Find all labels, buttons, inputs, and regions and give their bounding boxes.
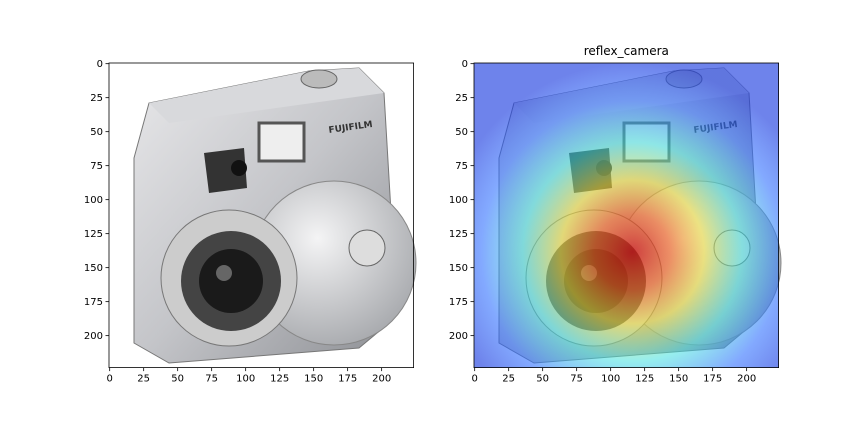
y-tick-label: 150 [449, 263, 468, 274]
y-tick-label: 125 [84, 229, 103, 240]
x-tick-label: 125 [270, 374, 289, 385]
y-tick-label: 50 [455, 127, 468, 138]
axes-left [107, 61, 418, 370]
y-tick-label: 150 [84, 263, 103, 274]
x-tick-label: 25 [502, 374, 515, 385]
x-tick-label: 150 [669, 374, 688, 385]
y-tick-label: 75 [90, 161, 103, 172]
y-tick-label: 25 [455, 93, 468, 104]
y-tick-label: 100 [84, 195, 103, 206]
x-tick-label: 200 [372, 374, 391, 385]
x-tick-label: 75 [570, 374, 583, 385]
y-tick-label: 175 [84, 297, 103, 308]
y-tick-label: 100 [449, 195, 468, 206]
x-tick-label: 50 [171, 374, 184, 385]
y-tick-label: 0 [97, 59, 103, 70]
camera-image [107, 61, 418, 370]
x-tick-label: 175 [338, 374, 357, 385]
y-tick-label: 25 [90, 93, 103, 104]
x-tick-label: 125 [635, 374, 654, 385]
heatmap-overlay [474, 63, 779, 368]
y-tick-label: 0 [462, 59, 468, 70]
x-tick-label: 200 [737, 374, 756, 385]
x-tick-label: 150 [304, 374, 323, 385]
x-tick-label: 0 [106, 374, 112, 385]
y-tick-label: 200 [84, 331, 103, 342]
x-tick-label: 175 [703, 374, 722, 385]
y-tick-label: 75 [455, 161, 468, 172]
y-tick-label: 200 [449, 331, 468, 342]
axes-frame [108, 62, 415, 369]
y-tick-label: 175 [449, 297, 468, 308]
x-tick-label: 25 [137, 374, 150, 385]
x-tick-label: 75 [205, 374, 218, 385]
x-tick-label: 0 [471, 374, 477, 385]
x-tick-label: 100 [601, 374, 620, 385]
y-tick-label: 50 [90, 127, 103, 138]
x-tick-label: 100 [236, 374, 255, 385]
y-tick-label: 125 [449, 229, 468, 240]
x-tick-label: 50 [536, 374, 549, 385]
chart-title: reflex_camera [584, 44, 669, 58]
axes-frame [473, 62, 780, 369]
